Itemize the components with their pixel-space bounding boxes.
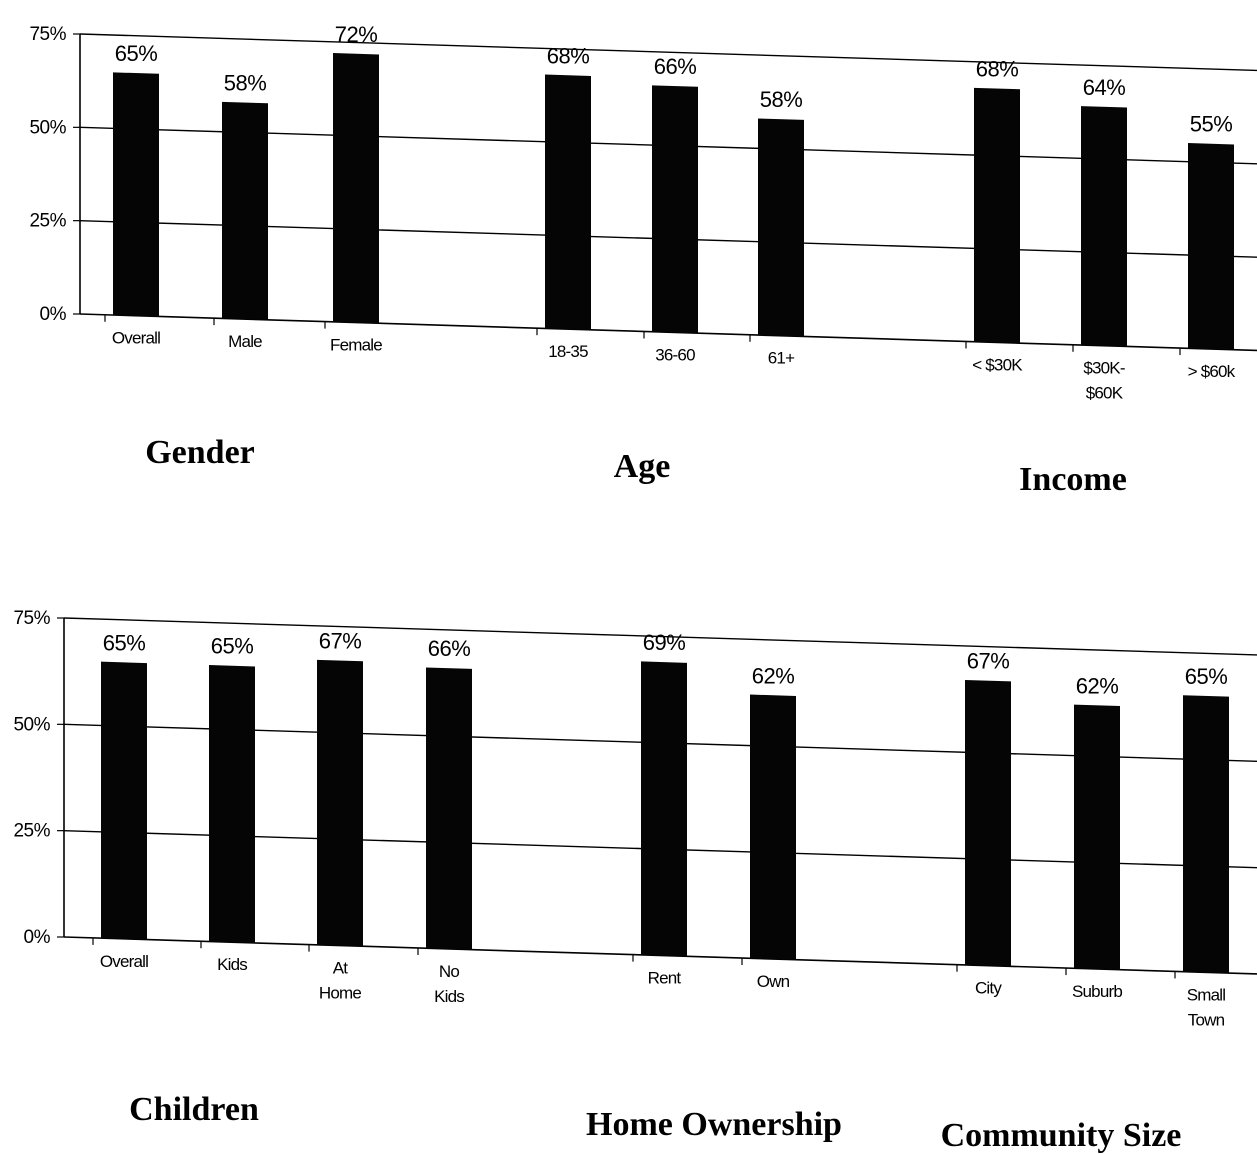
category-label: Suburb [1072, 982, 1122, 1001]
value-label: 67% [967, 649, 1010, 674]
category-label: Own [757, 972, 790, 991]
category-label: Kids [434, 987, 464, 1006]
category-label: 61+ [768, 349, 795, 368]
y-tick-label: 0% [24, 927, 51, 948]
bar [333, 53, 379, 324]
value-label: 66% [654, 54, 697, 79]
value-label: 68% [976, 57, 1019, 82]
bar [1183, 695, 1229, 974]
category-label: Overall [100, 952, 148, 971]
bar [758, 118, 804, 337]
bar [222, 101, 268, 320]
value-label: 62% [1076, 673, 1119, 698]
group-label: Home Ownership [586, 1106, 842, 1143]
bar [1081, 106, 1127, 347]
group-label: Community Size [941, 1117, 1182, 1154]
y-tick-label: 0% [40, 304, 67, 325]
bar [974, 87, 1020, 344]
gridline [79, 33, 1257, 72]
x-axis-line [79, 313, 1257, 352]
category-label: Small [1187, 985, 1226, 1004]
bar [1188, 143, 1234, 350]
bar [652, 85, 698, 334]
category-label: $30K- [1083, 359, 1125, 378]
group-label: Gender [145, 434, 255, 471]
category-label: > $60k [1188, 362, 1236, 381]
value-label: 66% [428, 636, 471, 661]
bar [965, 679, 1011, 967]
category-label: At [333, 959, 349, 978]
category-label: $60K [1086, 384, 1124, 403]
value-label: 58% [760, 87, 803, 112]
y-tick-label: 75% [13, 608, 50, 629]
value-label: 55% [1190, 112, 1233, 137]
bar [545, 74, 591, 330]
bar [426, 667, 472, 950]
bar [101, 661, 147, 940]
value-label: 69% [643, 630, 686, 655]
group-label: Age [614, 448, 671, 485]
value-label: 62% [752, 663, 795, 688]
category-label: 36-60 [655, 345, 695, 364]
y-tick-label: 75% [29, 24, 66, 45]
value-label: 72% [335, 22, 378, 47]
y-tick-label: 25% [13, 821, 50, 842]
value-label: 68% [547, 43, 590, 68]
category-label: Town [1188, 1010, 1225, 1029]
category-label: 18-35 [548, 342, 588, 361]
category-label: < $30K [972, 355, 1023, 374]
value-label: 65% [1185, 664, 1228, 689]
category-label: Female [330, 336, 382, 355]
category-label: Home [319, 984, 361, 1003]
value-label: 67% [319, 629, 362, 654]
bar [113, 72, 159, 317]
category-label: No [439, 962, 459, 981]
category-label: Kids [217, 955, 247, 974]
value-label: 65% [103, 630, 146, 655]
y-tick-label: 50% [29, 117, 66, 138]
value-label: 58% [224, 71, 267, 96]
category-label: City [975, 979, 1002, 998]
bar [1074, 704, 1120, 970]
bar [750, 694, 796, 960]
value-label: 65% [115, 41, 158, 66]
gridline [63, 617, 1257, 656]
value-label: 64% [1083, 75, 1126, 100]
bar [641, 661, 687, 957]
category-label: Overall [112, 329, 160, 348]
category-label: Male [228, 332, 262, 351]
y-tick-label: 25% [29, 211, 66, 232]
category-label: Rent [648, 969, 682, 988]
value-label: 65% [211, 634, 254, 659]
y-tick-label: 50% [13, 714, 50, 735]
group-label: Children [129, 1091, 259, 1128]
bar [209, 665, 255, 943]
bar [317, 659, 363, 947]
group-label: Income [1019, 461, 1127, 498]
